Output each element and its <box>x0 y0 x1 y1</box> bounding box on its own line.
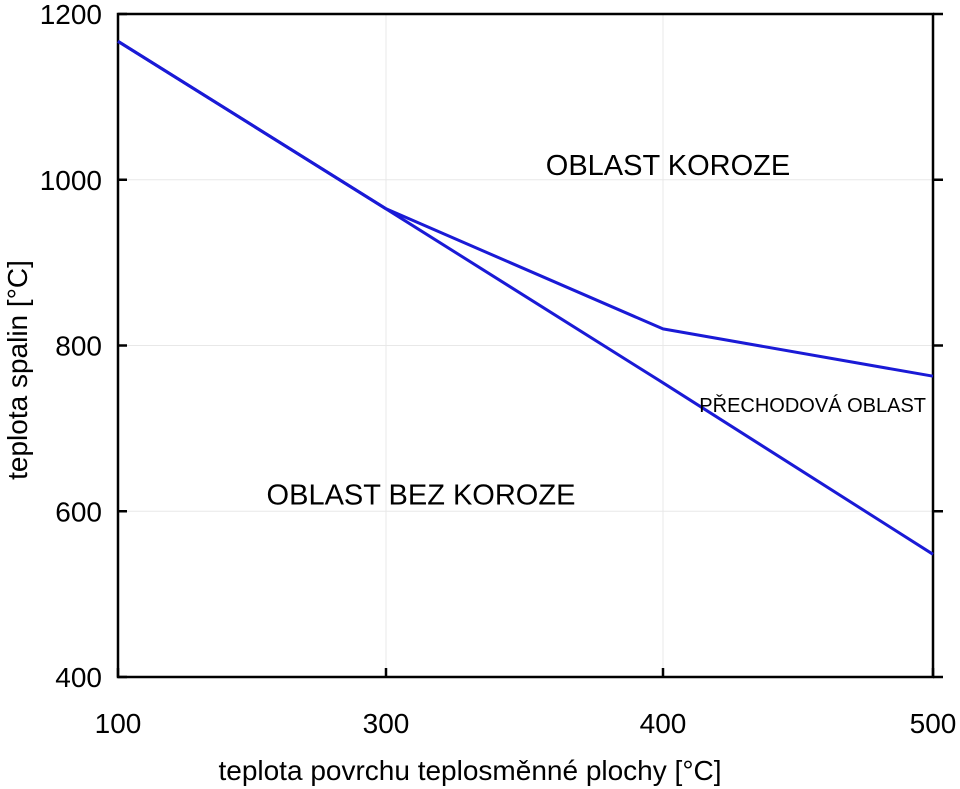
region-labels: OBLAST KOROZE PŘECHODOVÁ OBLAST OBLAST B… <box>267 150 926 512</box>
y-tick-label: 1000 <box>40 165 102 196</box>
y-axis-title: teplota spalin [°C] <box>2 260 33 480</box>
series-line-1 <box>117 40 934 378</box>
x-tick-label: 500 <box>910 708 957 739</box>
series-line-2 <box>117 40 934 556</box>
x-axis-title: teplota povrchu teplosměnné plochy [°C] <box>218 755 721 786</box>
x-tick-label: 100 <box>95 708 142 739</box>
x-tick-label: 400 <box>640 708 687 739</box>
annotation-no-corrosion: OBLAST BEZ KOROZE <box>267 480 576 512</box>
y-tick-label: 400 <box>55 662 102 693</box>
axis-ticks: 100 300 400 500 400 600 800 1000 1200 <box>40 0 957 739</box>
annotation-transition: PŘECHODOVÁ OBLAST <box>699 394 926 417</box>
x-tick-label: 300 <box>363 708 410 739</box>
annotation-corrosion: OBLAST KOROZE <box>546 150 790 182</box>
grid <box>118 14 933 677</box>
y-tick-label: 600 <box>55 496 102 527</box>
y-tick-label: 1200 <box>40 0 102 30</box>
series-lines <box>117 40 934 556</box>
y-tick-label: 800 <box>55 331 102 362</box>
